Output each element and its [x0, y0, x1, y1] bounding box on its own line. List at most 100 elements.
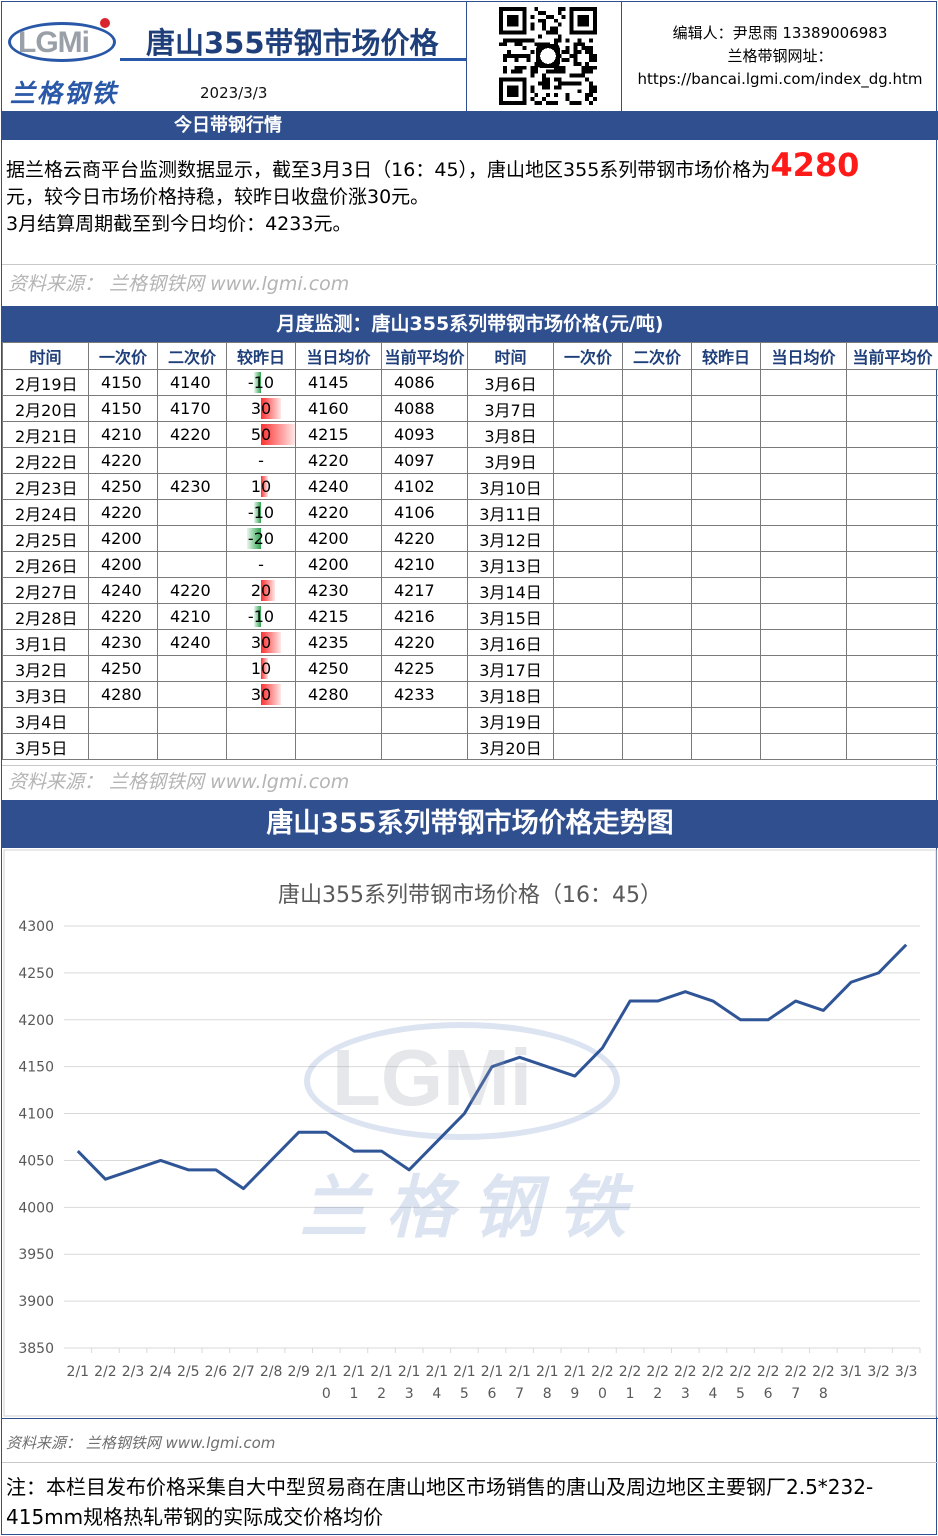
- table-cell-p1: [88, 707, 158, 734]
- column-header: 一次价: [553, 342, 623, 370]
- month-average-text: 3月结算周期截至到今日均价：4233元。: [6, 213, 352, 235]
- x-tick-label: 2/1 8: [536, 1364, 559, 1402]
- table-header-row: 时间 一次价 二次价 较昨日 当日均价 当前平均价 时间 一次价 二次价 较昨日 当日均价 当前平均价: [2, 342, 938, 370]
- x-tick-label: 2/4: [149, 1364, 172, 1380]
- column-header: 当前平均价: [846, 342, 938, 370]
- table-cell-empty: [846, 473, 938, 500]
- table-cell-empty: [760, 629, 847, 656]
- x-tick-label: 2/1 2: [370, 1364, 393, 1402]
- increase-bar: [261, 632, 282, 653]
- table-row: 2月24日 4220 -10 4220 4106 3月11日: [2, 499, 938, 526]
- table-cell-empty: [622, 655, 692, 682]
- table-row: 3月1日 4230 4240 30 4235 4220 3月16日: [2, 629, 938, 656]
- column-header: 当日均价: [760, 342, 847, 370]
- table-cell-empty: [691, 421, 761, 448]
- table-cell-avg: [295, 733, 382, 760]
- table-cell-empty: [691, 655, 761, 682]
- table-cell-date2: 3月11日: [467, 499, 554, 526]
- table-cell-empty: [760, 681, 847, 708]
- table-cell-empty: [622, 421, 692, 448]
- table-cell-cur: 4086: [381, 369, 468, 396]
- site-url-link[interactable]: https://bancai.lgmi.com/index_dg.htm: [637, 70, 923, 88]
- table-cell-avg: 4220: [295, 499, 382, 526]
- table-cell-empty: [553, 421, 623, 448]
- table-cell-p2: 4140: [157, 369, 227, 396]
- table-cell-empty: [846, 551, 938, 578]
- x-tick-label: 2/1 6: [481, 1364, 504, 1402]
- table-cell-empty: [760, 447, 847, 474]
- table-cell-change: -: [226, 551, 296, 578]
- table-cell-empty: [760, 733, 847, 760]
- table-cell-empty: [760, 655, 847, 682]
- x-tick-label: 3/2: [867, 1364, 890, 1380]
- divider: [2, 264, 938, 265]
- column-header: 时间: [2, 342, 89, 370]
- table-cell-p2: 4230: [157, 473, 227, 500]
- table-cell-date: 3月1日: [2, 629, 89, 656]
- column-header: 较昨日: [691, 342, 761, 370]
- table-cell-change: -10: [226, 369, 296, 396]
- table-cell-cur: 4106: [381, 499, 468, 526]
- table-cell-empty: [760, 421, 847, 448]
- column-header: 当日均价: [295, 342, 382, 370]
- divider: [2, 1418, 938, 1419]
- column-header: 当前平均价: [381, 342, 468, 370]
- chart-border: [3, 849, 937, 1417]
- watermark-ring: [304, 1022, 620, 1140]
- decrease-bar: [254, 502, 261, 523]
- change-value: 30: [250, 633, 272, 652]
- table-cell-cur: 4088: [381, 395, 468, 422]
- decrease-bar: [254, 606, 261, 627]
- table-cell-cur: 4093: [381, 421, 468, 448]
- x-tick-label: 2/2 4: [702, 1364, 725, 1402]
- increase-bar: [261, 658, 268, 679]
- table-cell-avg: 4160: [295, 395, 382, 422]
- table-cell-cur: 4210: [381, 551, 468, 578]
- table-cell-empty: [553, 733, 623, 760]
- x-tick-label: 2/2 5: [729, 1364, 752, 1402]
- table-cell-cur: 4233: [381, 681, 468, 708]
- source-note: 资料来源： 兰格钢铁网 www.lgmi.com: [8, 771, 350, 793]
- table-cell-date: 2月21日: [2, 421, 89, 448]
- table-cell-p1: 4150: [88, 395, 158, 422]
- monthly-price-table: 时间 一次价 二次价 较昨日 当日均价 当前平均价 时间 一次价 二次价 较昨日 当日均价 当前平均价…: [2, 342, 938, 760]
- table-cell-p1: 4240: [88, 577, 158, 604]
- table-cell-empty: [760, 603, 847, 630]
- table-cell-date: 2月25日: [2, 525, 89, 552]
- table-cell-empty: [691, 473, 761, 500]
- table-cell-change: -10: [226, 603, 296, 630]
- table-cell-date2: 3月10日: [467, 473, 554, 500]
- change-value: 30: [250, 399, 272, 418]
- x-tick-label: 2/1 7: [508, 1364, 531, 1402]
- table-cell-empty: [760, 551, 847, 578]
- x-tick-label: 2/2 6: [757, 1364, 780, 1402]
- table-row: 3月3日 4280 30 4280 4233 3月18日: [2, 681, 938, 708]
- x-tick-label: 2/2 2: [646, 1364, 669, 1402]
- table-cell-empty: [691, 629, 761, 656]
- table-cell-empty: [553, 655, 623, 682]
- table-cell-empty: [846, 421, 938, 448]
- chart-title: 唐山355系列带钢市场价格（16：45）: [278, 883, 662, 908]
- table-cell-empty: [622, 577, 692, 604]
- table-cell-empty: [760, 369, 847, 396]
- table-row: 3月2日 4250 10 4250 4225 3月17日: [2, 655, 938, 682]
- x-tick-label: 2/2 8: [812, 1364, 835, 1402]
- table-cell-empty: [846, 707, 938, 734]
- source-note: 资料来源： 兰格钢铁网 www.lgmi.com: [6, 1434, 276, 1452]
- column-header: 二次价: [622, 342, 692, 370]
- table-cell-date2: 3月20日: [467, 733, 554, 760]
- table-cell-avg: 4250: [295, 655, 382, 682]
- brand-name: 兰格钢铁: [10, 79, 119, 108]
- table-cell-empty: [846, 447, 938, 474]
- x-tick-label: 3/3: [895, 1364, 918, 1380]
- header-title-area: LGMi 兰格钢铁 唐山355带钢市场价格 2023/3/3: [2, 2, 466, 112]
- table-cell-date2: 3月6日: [467, 369, 554, 396]
- chart-section-title: 唐山355系列带钢市场价格走势图: [266, 808, 674, 839]
- table-cell-date2: 3月16日: [467, 629, 554, 656]
- table-cell-empty: [846, 395, 938, 422]
- table-cell-empty: [553, 629, 623, 656]
- table-cell-change: 10: [226, 655, 296, 682]
- table-cell-empty: [846, 577, 938, 604]
- x-tick-label: 2/9: [287, 1364, 310, 1380]
- table-cell-empty: [622, 499, 692, 526]
